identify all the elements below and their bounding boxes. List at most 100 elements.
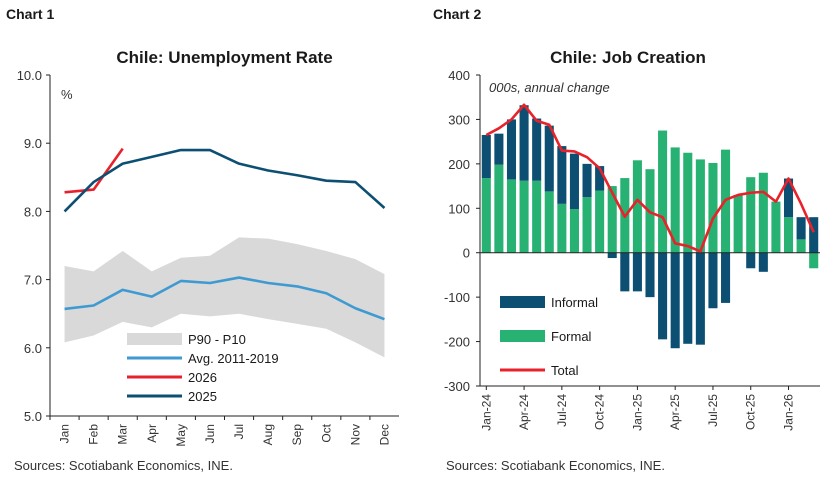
chart2-bar-formal: [695, 159, 705, 253]
chart2-x-tick-label: Jul-25: [706, 394, 720, 427]
chart1-source: Sources: Scotiabank Economics, INE.: [14, 458, 233, 473]
chart2-bar-formal: [783, 217, 794, 253]
chart1-series-line-2025: [63, 148, 386, 213]
chart2-x-tick-label: Jan-26: [782, 394, 796, 431]
chart2-x-tick-label: Jan-24: [479, 394, 493, 431]
chart1-band-p90-p10: [64, 237, 385, 358]
chart2-bar-informal: [670, 252, 680, 349]
chart2-bar-informal: [645, 252, 655, 298]
chart1-x-tick-label: Aug: [261, 424, 275, 445]
chart2-x-tick-label: Oct-24: [593, 394, 607, 430]
chart2-bar-formal: [506, 179, 517, 253]
chart2-bar-formal: [746, 177, 756, 253]
chart1-y-tick-label: 5.0: [24, 409, 42, 424]
chart1-x-tick-label: Apr: [145, 424, 159, 443]
chart2-bar-formal: [607, 186, 617, 253]
chart2-x-tick-label: Oct-25: [744, 394, 758, 430]
chart1-title: Chile: Unemployment Rate: [116, 48, 332, 67]
chart1-x-tick-label: Nov: [348, 424, 362, 445]
chart2-legend-label: Formal: [551, 329, 592, 344]
chart1-legend-swatch: [127, 333, 182, 345]
chart2-bar-informal: [506, 119, 517, 180]
chart2-bar-informal: [796, 217, 806, 240]
chart2-bar-formal: [796, 239, 806, 253]
chart1-x-tick-label: Dec: [377, 424, 391, 445]
chart2-bar-formal: [481, 178, 491, 253]
chart2-y-tick-label: 100: [448, 201, 470, 216]
chart2-legend-label: Total: [551, 363, 579, 378]
chart1-legend-label: 2025: [188, 389, 217, 404]
chart2-bar-informal: [708, 252, 718, 309]
chart2-bar-formal: [532, 180, 542, 253]
chart2-y-tick-label: 300: [448, 112, 470, 127]
chart2-bar-informal: [695, 252, 705, 345]
chart2-bar-informal: [544, 125, 554, 192]
chart2-bar-formal: [771, 201, 781, 253]
chart2-bar-informal: [557, 146, 567, 204]
chart1-x-tick-label: Feb: [87, 424, 101, 445]
chart2-bar-formal: [519, 180, 529, 253]
chart1-unit-label: %: [61, 87, 73, 102]
chart2-panel-label: Chart 2: [433, 6, 482, 22]
chart2-bar-formal: [683, 152, 693, 253]
chart2-bar-informal: [481, 134, 491, 179]
chart1-legend-label: 2026: [188, 370, 217, 385]
chart2-y-tick-label: 400: [448, 68, 470, 83]
chart2-bar-informal: [582, 163, 592, 198]
chart2-bar-informal: [683, 252, 693, 344]
chart1-x-tick-label: Oct: [319, 423, 333, 442]
chart2-bar-informal: [632, 252, 642, 292]
chart2-bar-informal: [658, 252, 668, 340]
chart2-bar-informal: [595, 166, 605, 191]
chart1-x-tick-label: Jan: [58, 424, 72, 443]
chart2-legend-swatch: [500, 330, 545, 342]
chart2-bar-informal: [494, 133, 504, 165]
chart2-bar-formal: [733, 194, 743, 253]
chart2-series-line-total: [485, 103, 815, 253]
chart1-panel-label: Chart 1: [6, 6, 55, 22]
chart2-title: Chile: Job Creation: [550, 48, 706, 67]
chart2-unit-label: 000s, annual change: [489, 80, 610, 95]
chart1-x-tick-label: Sep: [290, 424, 304, 446]
chart2-bar-informal: [721, 252, 731, 303]
chart2-bar-formal: [595, 190, 605, 253]
chart2-bar-informal: [758, 252, 768, 272]
chart2-bar-informal: [746, 252, 756, 269]
chart1-y-tick-label: 8.0: [24, 204, 42, 219]
chart2-legend-label: Informal: [551, 295, 598, 310]
chart2-bar-formal: [544, 191, 554, 253]
chart1-y-tick-label: 7.0: [24, 273, 42, 288]
chart2-bar-formal: [494, 164, 504, 253]
chart2-bar-informal: [569, 153, 579, 210]
chart1-series-line-2026: [64, 147, 124, 194]
chart1-x-tick-label: May: [174, 424, 188, 447]
chart2-source: Sources: Scotiabank Economics, INE.: [446, 458, 665, 473]
chart2-bar-formal: [569, 209, 579, 253]
chart2-bar-informal: [809, 217, 819, 253]
chart2-bar-informal: [783, 178, 794, 218]
chart2-y-tick-label: -100: [444, 290, 470, 305]
chart2-legend-swatch: [500, 296, 545, 308]
chart2-bar-informal: [607, 252, 617, 259]
chart2-y-tick-label: 0: [463, 246, 470, 261]
chart2-x-tick-label: Jul-24: [555, 394, 569, 427]
chart2-x-tick-label: Jan-25: [630, 394, 644, 431]
chart1-y-tick-label: 6.0: [24, 341, 42, 356]
chart2-bar-formal: [670, 147, 680, 253]
chart2-y-tick-label: -200: [444, 335, 470, 350]
chart2-bar-formal: [758, 172, 768, 253]
chart2-bar-informal: [532, 118, 542, 181]
chart1-legend-label: P90 - P10: [188, 332, 246, 347]
chart2-y-tick-label: -300: [444, 379, 470, 394]
chart2-bar-formal: [582, 197, 592, 253]
chart2-bar-formal: [632, 160, 642, 253]
chart2-y-tick-label: 200: [448, 157, 470, 172]
chart2-bar-formal: [557, 203, 567, 253]
chart2-x-tick-label: Apr-25: [668, 394, 682, 430]
chart2-bar-formal: [809, 252, 819, 269]
chart1-x-tick-label: Mar: [116, 424, 130, 445]
chart1-x-tick-label: Jun: [203, 424, 217, 443]
chart2-x-tick-label: Apr-24: [517, 394, 531, 430]
chart1-legend-label: Avg. 2011-2019: [188, 351, 279, 366]
